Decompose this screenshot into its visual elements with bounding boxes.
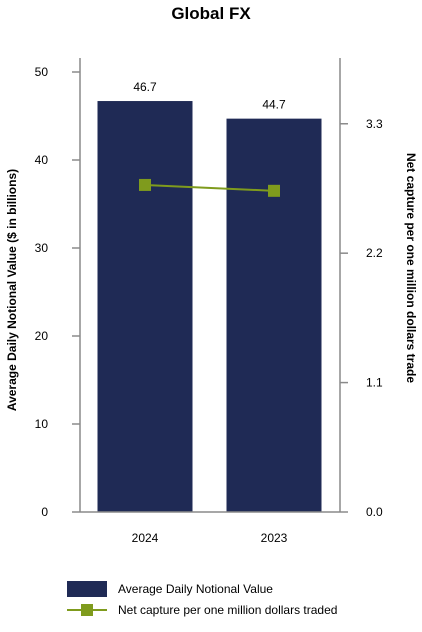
left-tick-label: 30 bbox=[35, 241, 49, 255]
line-series-group bbox=[139, 178, 280, 197]
legend-line-marker bbox=[81, 604, 93, 616]
x-tick-label: 2023 bbox=[261, 531, 288, 545]
data-label-2024: 46.7 bbox=[133, 80, 157, 94]
right-axis: 0.0 1.1 2.2 3.3 bbox=[339, 58, 383, 519]
line-marker-2024 bbox=[139, 178, 151, 191]
right-tick-label: 0.0 bbox=[366, 505, 383, 519]
right-tick-label: 1.1 bbox=[366, 376, 383, 390]
legend-bar-swatch bbox=[67, 581, 107, 597]
left-tick-label: 0 bbox=[41, 505, 48, 519]
x-tick-label: 2024 bbox=[132, 531, 159, 545]
left-tick-label: 10 bbox=[35, 417, 49, 431]
legend-bar-label: Average Daily Notional Value bbox=[118, 582, 273, 596]
right-axis-label: Net capture per one million dollars trad… bbox=[404, 153, 418, 383]
legend: Average Daily Notional Value Net capture… bbox=[67, 581, 337, 617]
bar-2024 bbox=[97, 101, 193, 512]
left-tick-label: 40 bbox=[35, 153, 49, 167]
data-label-2023: 44.7 bbox=[262, 98, 286, 112]
left-tick-label: 20 bbox=[35, 329, 49, 343]
bar-2023 bbox=[226, 118, 322, 512]
bars-group: 46.7 44.7 bbox=[97, 80, 322, 512]
chart-title: Global FX bbox=[171, 4, 251, 23]
right-tick-label: 3.3 bbox=[366, 117, 383, 131]
x-axis: 2024 2023 bbox=[80, 511, 340, 545]
net-capture-line bbox=[144, 183, 275, 192]
left-axis: 0 10 20 30 40 50 bbox=[35, 58, 81, 519]
line-marker-2023 bbox=[268, 184, 280, 197]
left-tick-label: 50 bbox=[35, 65, 49, 79]
legend-line-label: Net capture per one million dollars trad… bbox=[118, 603, 337, 617]
left-axis-label: Average Daily Notional Value ($ in billi… bbox=[5, 169, 19, 411]
right-tick-label: 2.2 bbox=[366, 246, 383, 260]
